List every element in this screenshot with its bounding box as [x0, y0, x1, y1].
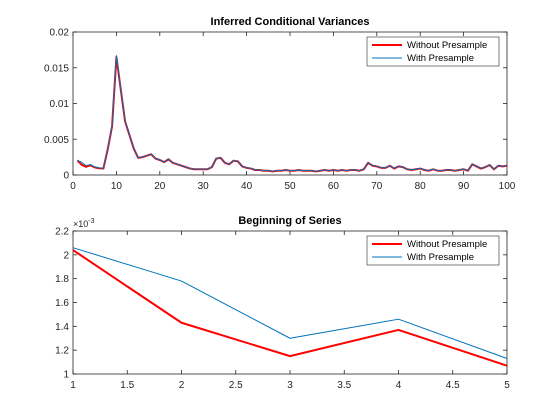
y-tick-label: 2	[63, 250, 69, 261]
x-tick-label: 20	[154, 181, 166, 192]
x-tick-label: 10	[111, 181, 123, 192]
series-line-with-presample	[72, 247, 508, 359]
x-tick-label: 2.5	[229, 380, 243, 391]
x-tick-label: 0	[70, 181, 76, 192]
y-tick-label: 1.2	[55, 346, 69, 357]
y-tick-label: 1.4	[55, 322, 69, 333]
series-line-with-presample	[77, 55, 508, 172]
ticks: 0 10 20 30 40 50 60 70 80 90 100 0 0.005 0.01 0.015 0.0…	[44, 28, 516, 193]
y-tick-label: 1	[63, 370, 69, 381]
y-tick-label: 2.2	[55, 227, 69, 238]
x-tick-label: 3.5	[337, 380, 351, 391]
series-lines	[76, 55, 508, 173]
x-tick-label: 1.5	[120, 380, 134, 391]
y-tick-label: 0	[63, 171, 69, 182]
x-tick-label: 4.5	[446, 380, 460, 391]
y-tick-label: 0.005	[44, 135, 69, 146]
chart-title: Inferred Conditional Variances	[211, 16, 370, 28]
legend-label-with-presample: With Presample	[407, 252, 474, 263]
legend-label-without-presample: Without Presample	[407, 239, 487, 250]
y-tick-label: 0.02	[50, 28, 70, 39]
x-tick-label: 2	[179, 380, 185, 391]
x-tick-label: 30	[198, 181, 210, 192]
y-exponent-label: ×10-3	[73, 218, 95, 229]
series-lines	[72, 247, 508, 367]
x-tick-label: 60	[328, 181, 340, 192]
x-tick-label: 80	[415, 181, 427, 192]
x-tick-label: 4	[396, 380, 402, 391]
x-tick-label: 40	[241, 181, 253, 192]
y-tick-label: 0.01	[50, 99, 70, 110]
series-line-without-presample	[72, 249, 508, 367]
legend-label-with-presample: With Presample	[407, 53, 474, 64]
chart-beginning-of-series: Beginning of Series ×10-3 1 1.5 2 2.5 3 3.5 4 4…	[55, 215, 510, 391]
y-tick-label: 1.6	[55, 298, 69, 309]
series-line-without-presample	[76, 56, 508, 173]
legend: Without Presample With Presample	[366, 36, 500, 67]
x-tick-label: 90	[458, 181, 470, 192]
legend-label-without-presample: Without Presample	[407, 40, 487, 51]
y-tick-label: 0.015	[44, 63, 69, 74]
x-tick-label: 1	[70, 380, 76, 391]
x-tick-label: 100	[499, 181, 516, 192]
x-tick-label: 70	[371, 181, 383, 192]
x-tick-label: 5	[504, 380, 510, 391]
x-tick-label: 50	[284, 181, 296, 192]
chart-conditional-variances: Inferred Conditional Variances 0 10 20 30 40…	[44, 16, 516, 192]
ticks: 1 1.5 2 2.5 3 3.5 4 4.5 5 1 1.2 1.4 1.6 1.8 2 2.2	[55, 227, 510, 392]
legend: Without Presample With Presample	[366, 235, 500, 266]
y-tick-label: 1.8	[55, 274, 69, 285]
legend-box	[366, 36, 500, 67]
chart-title: Beginning of Series	[238, 215, 341, 227]
x-tick-label: 3	[287, 380, 293, 391]
legend-box	[366, 235, 500, 266]
